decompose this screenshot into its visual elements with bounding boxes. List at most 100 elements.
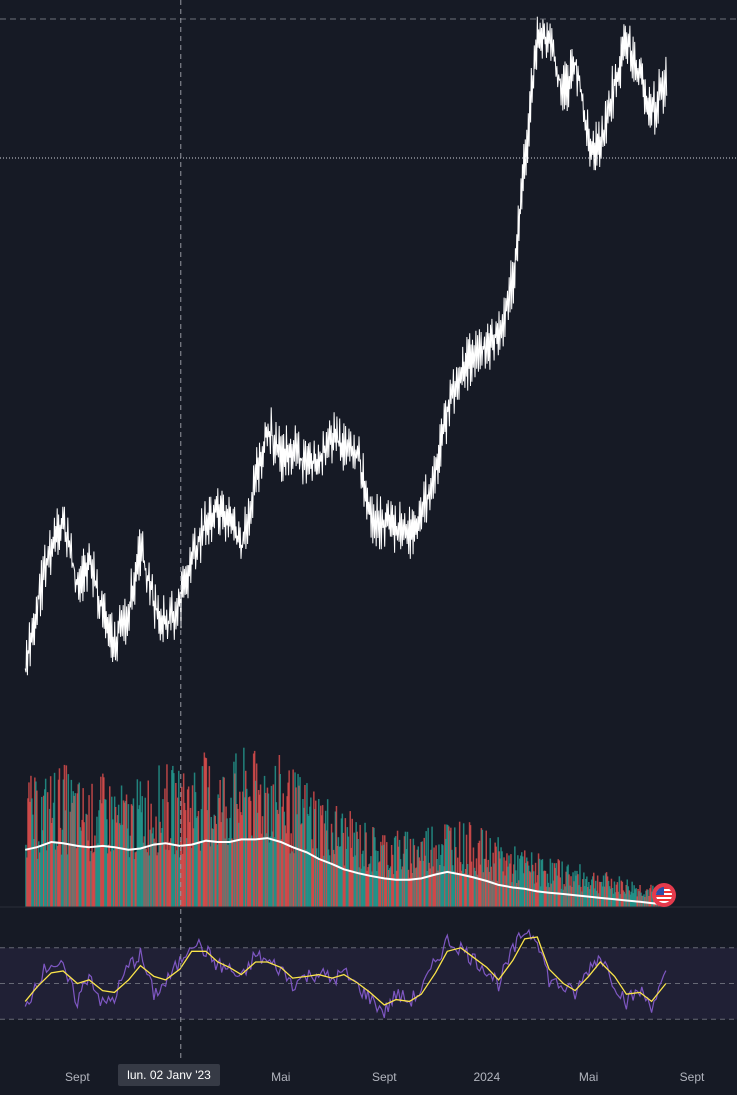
volume-bar bbox=[174, 854, 176, 907]
volume-bar bbox=[275, 802, 278, 907]
volume-bar bbox=[98, 810, 100, 907]
volume-bar bbox=[181, 786, 183, 907]
volume-bar bbox=[308, 815, 310, 907]
volume-bar bbox=[386, 842, 388, 907]
volume-bar bbox=[647, 889, 649, 907]
volume-bar bbox=[531, 864, 534, 907]
volume-bar bbox=[595, 890, 598, 907]
volume-bar bbox=[420, 842, 422, 907]
volume-bar bbox=[396, 830, 399, 907]
volume-bar bbox=[353, 832, 355, 907]
volume-bar bbox=[352, 856, 354, 907]
volume-bar bbox=[630, 891, 632, 907]
volume-bar bbox=[167, 802, 169, 907]
volume-bar bbox=[473, 867, 476, 907]
volume-bar bbox=[211, 828, 213, 907]
volume-bar bbox=[92, 853, 94, 907]
volume-bar bbox=[616, 882, 619, 907]
volume-bar bbox=[270, 785, 273, 907]
volume-bar bbox=[336, 846, 339, 907]
volume-bar bbox=[640, 892, 642, 907]
volume-bar bbox=[500, 847, 502, 907]
volume-bar bbox=[218, 798, 220, 907]
volume-bar bbox=[26, 857, 28, 907]
volume-bar bbox=[202, 842, 205, 907]
volume-bar bbox=[231, 838, 233, 907]
volume-bar bbox=[237, 808, 239, 907]
volume-bar bbox=[348, 871, 350, 907]
us-flag-event-icon[interactable] bbox=[652, 883, 676, 907]
volume-bar bbox=[112, 819, 114, 907]
volume-bar bbox=[125, 794, 128, 907]
volume-bar bbox=[164, 788, 166, 907]
volume-bar bbox=[322, 855, 325, 907]
volume-bar bbox=[176, 850, 178, 907]
volume-bar bbox=[252, 753, 255, 907]
volume-bar bbox=[533, 883, 536, 907]
volume-bar bbox=[332, 849, 335, 907]
volume-bar bbox=[296, 814, 298, 907]
volume-bar bbox=[66, 854, 69, 907]
volume-bar bbox=[145, 848, 147, 907]
volume-bar bbox=[589, 889, 591, 907]
volume-bar bbox=[607, 880, 610, 907]
volume-bar bbox=[501, 851, 503, 907]
volume-bar bbox=[207, 787, 210, 907]
volume-bar bbox=[605, 872, 608, 907]
volume-bar bbox=[28, 782, 30, 907]
volume-bar bbox=[244, 797, 246, 907]
volume-bar bbox=[37, 858, 39, 907]
volume-bar bbox=[408, 877, 411, 907]
volume-bar bbox=[170, 838, 172, 907]
volume-bar bbox=[373, 827, 375, 907]
volume-bar bbox=[65, 765, 68, 907]
volume-bar bbox=[481, 829, 484, 907]
volume-bar bbox=[586, 876, 588, 907]
volume-bar bbox=[513, 864, 515, 907]
volume-bar bbox=[436, 859, 438, 907]
volume-bar bbox=[631, 881, 633, 907]
volume-bar bbox=[257, 790, 260, 907]
volume-bar bbox=[276, 809, 279, 907]
volume-bar bbox=[622, 890, 625, 907]
volume-bar bbox=[334, 811, 337, 907]
volume-bar bbox=[88, 795, 90, 907]
volume-bar bbox=[495, 846, 497, 907]
volume-bar bbox=[305, 849, 307, 907]
volume-bar bbox=[130, 804, 133, 907]
volume-bar bbox=[199, 850, 202, 907]
volume-bar bbox=[431, 826, 433, 907]
volume-bar bbox=[93, 851, 95, 907]
volume-bar bbox=[527, 865, 530, 907]
volume-bar bbox=[489, 838, 491, 907]
volume-bar bbox=[435, 845, 437, 907]
volume-bar bbox=[591, 879, 593, 907]
volume-bar bbox=[260, 833, 263, 907]
volume-bar bbox=[250, 800, 252, 907]
volume-bar bbox=[364, 822, 366, 907]
volume-bar bbox=[256, 812, 259, 907]
volume-bar bbox=[588, 882, 590, 907]
volume-bar bbox=[324, 810, 327, 907]
volume-bar bbox=[620, 880, 623, 907]
chart-canvas[interactable] bbox=[0, 0, 737, 1060]
volume-bar bbox=[269, 836, 272, 907]
volume-bar bbox=[221, 812, 223, 907]
volume-bar bbox=[110, 851, 112, 907]
volume-bar bbox=[185, 838, 188, 907]
volume-bar bbox=[412, 838, 415, 907]
volume-bar bbox=[490, 866, 492, 907]
volume-bar bbox=[155, 816, 157, 907]
volume-bar bbox=[562, 889, 564, 907]
volume-bar bbox=[448, 826, 450, 907]
volume-bar bbox=[559, 877, 561, 907]
volume-bar bbox=[611, 888, 614, 907]
volume-bar bbox=[512, 873, 514, 907]
volume-bar bbox=[546, 873, 549, 907]
volume-bar bbox=[361, 853, 363, 907]
volume-bar bbox=[635, 888, 637, 907]
volume-bar bbox=[236, 804, 238, 907]
volume-bar bbox=[136, 779, 139, 907]
volume-bar bbox=[42, 830, 44, 907]
